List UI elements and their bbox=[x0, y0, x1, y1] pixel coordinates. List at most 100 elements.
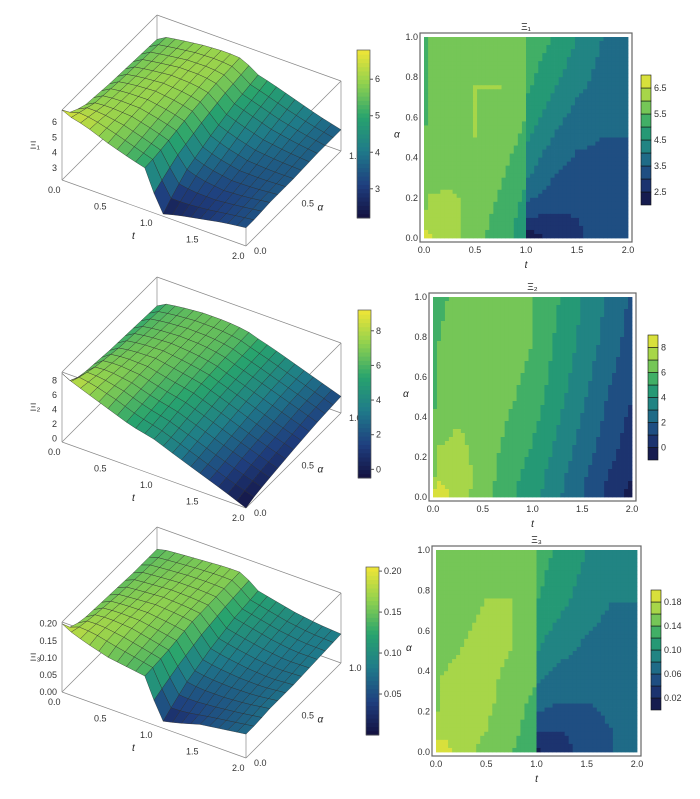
contour-cell bbox=[603, 213, 608, 219]
contour-cell bbox=[616, 325, 621, 330]
contour-cell bbox=[556, 397, 561, 402]
contour-cell bbox=[524, 421, 529, 426]
contour-cell bbox=[579, 209, 584, 215]
contour-cell bbox=[448, 101, 453, 106]
contour-cell bbox=[536, 353, 541, 358]
contour-cell bbox=[485, 93, 490, 98]
contour-cell bbox=[534, 61, 539, 66]
contour-cell bbox=[452, 109, 458, 114]
contour-cell bbox=[562, 157, 568, 163]
contour-cell bbox=[534, 205, 539, 211]
contour-cell bbox=[452, 377, 458, 382]
contour-cell bbox=[591, 173, 596, 179]
contour-cell bbox=[619, 89, 625, 94]
colorbar-swatch bbox=[357, 155, 370, 160]
contour-cell bbox=[595, 69, 600, 74]
contour-cell bbox=[516, 305, 521, 310]
contour-cell bbox=[596, 421, 601, 426]
contour-cell bbox=[624, 365, 629, 370]
contour-cell bbox=[489, 225, 494, 231]
contour-cell bbox=[612, 333, 617, 338]
contour-cell bbox=[432, 69, 437, 74]
contour-cell bbox=[530, 97, 535, 102]
contour-cell bbox=[603, 41, 608, 46]
contour-cell bbox=[444, 373, 450, 378]
contour-cell bbox=[493, 165, 498, 171]
contour-cell bbox=[592, 421, 597, 426]
contour-cell bbox=[444, 149, 449, 154]
contour-cell bbox=[440, 421, 446, 426]
contour-cell bbox=[460, 413, 466, 418]
contour-cell bbox=[562, 85, 568, 90]
contour-cell bbox=[615, 125, 621, 130]
contour-cell bbox=[546, 73, 551, 78]
contour-cell bbox=[464, 389, 470, 394]
contour-cell bbox=[591, 73, 596, 78]
contour-cell bbox=[484, 305, 490, 310]
contour-cell bbox=[452, 169, 458, 175]
contour-cell bbox=[550, 193, 555, 199]
contour-cell bbox=[611, 41, 617, 46]
contour-cell bbox=[504, 329, 510, 334]
contour-cell bbox=[508, 405, 513, 410]
contour-cell bbox=[536, 369, 541, 374]
contour-cell bbox=[472, 173, 478, 179]
contour-cell bbox=[464, 429, 470, 434]
contour-cell bbox=[456, 121, 462, 126]
contour-cell bbox=[456, 313, 462, 318]
contour-cell bbox=[472, 361, 478, 366]
contour-cell bbox=[488, 389, 494, 394]
contour-cell bbox=[424, 85, 429, 90]
contour-cell bbox=[524, 429, 529, 434]
contour-cell bbox=[448, 325, 454, 330]
contour-cell bbox=[528, 353, 533, 358]
contour-cell bbox=[516, 309, 521, 314]
contour-cell bbox=[428, 77, 433, 82]
contour-cell bbox=[484, 441, 490, 446]
contour-cell bbox=[512, 333, 517, 338]
contour-cell bbox=[508, 349, 513, 354]
contour-cell bbox=[433, 393, 438, 398]
contour-cell bbox=[509, 193, 515, 199]
contour-cell bbox=[440, 425, 446, 430]
contour-cell bbox=[492, 417, 498, 422]
contour-cell bbox=[574, 149, 580, 154]
contour-cell bbox=[504, 437, 510, 442]
contour-cell bbox=[484, 421, 490, 426]
contour-cell bbox=[460, 73, 466, 78]
contour-cell bbox=[570, 157, 576, 163]
contour-cell bbox=[556, 433, 561, 438]
contour-cell bbox=[460, 69, 466, 74]
contour-cell bbox=[472, 133, 478, 138]
contour-cell bbox=[583, 225, 588, 231]
contour-cell bbox=[628, 381, 633, 386]
contour-cell bbox=[432, 145, 437, 150]
contour-cell bbox=[452, 325, 458, 330]
contour-cell bbox=[500, 377, 506, 382]
contour-cell bbox=[452, 105, 458, 110]
contour-cell bbox=[472, 121, 478, 126]
contour-cell bbox=[612, 329, 617, 334]
contour-cell bbox=[452, 121, 458, 126]
contour-cell bbox=[556, 337, 561, 342]
contour-cell bbox=[464, 61, 470, 66]
contour-cell bbox=[472, 185, 478, 191]
contour-cell bbox=[584, 349, 589, 354]
contour-cell bbox=[468, 409, 474, 414]
contour-cell bbox=[456, 309, 462, 314]
contour-cell bbox=[456, 225, 462, 231]
contour-cell bbox=[460, 325, 466, 330]
colorbar-swatch bbox=[357, 79, 370, 85]
contour-cell bbox=[595, 193, 600, 199]
contour-cell bbox=[550, 165, 555, 171]
contour-cell bbox=[560, 401, 565, 406]
contour-cell bbox=[595, 45, 600, 50]
contour-cell bbox=[433, 389, 438, 394]
contour-cell bbox=[456, 381, 462, 386]
contour-cell bbox=[452, 345, 458, 350]
contour-cell bbox=[468, 37, 474, 42]
contour-cell bbox=[607, 109, 613, 114]
contour-cell bbox=[436, 49, 441, 54]
contour-cell bbox=[544, 401, 549, 406]
contour-cell bbox=[554, 221, 560, 227]
